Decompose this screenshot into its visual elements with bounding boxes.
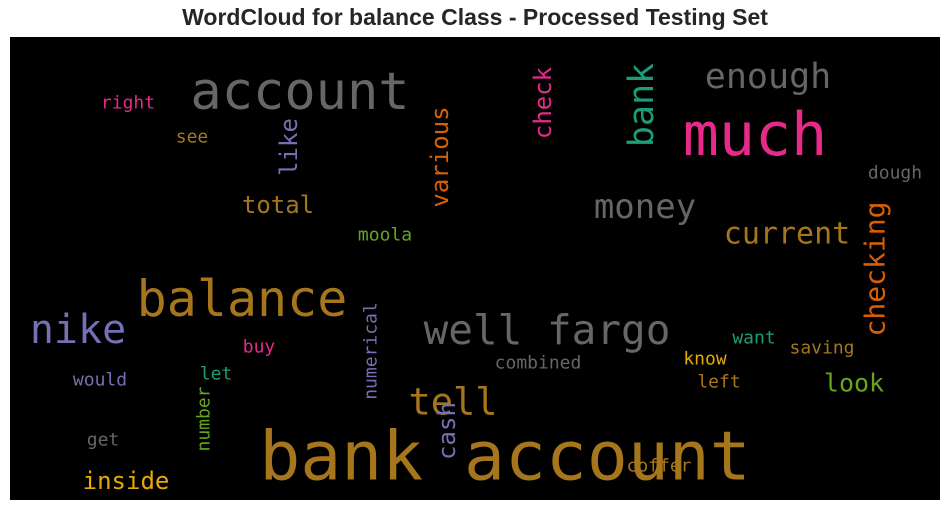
word-dough: dough (868, 163, 922, 184)
word-numerical: numerical (361, 302, 382, 400)
wordcloud-canvas: bank account account much balance well fargo… (10, 37, 940, 500)
word-enough: enough (705, 57, 831, 97)
word-combined: combined (495, 353, 582, 374)
wordcloud-svg: bank account account much balance well fargo… (30, 57, 922, 497)
word-balance: balance (137, 270, 348, 328)
word-money: money (594, 187, 696, 227)
word-bank: bank (622, 63, 662, 147)
chart-title: WordCloud for balance Class - Processed … (182, 4, 768, 30)
word-account: account (190, 62, 409, 122)
word-let: let (200, 364, 233, 385)
word-right: right (101, 93, 155, 114)
word-current: current (724, 217, 850, 252)
word-check: check (529, 66, 557, 139)
word-number: number (194, 386, 215, 451)
word-look: look (824, 369, 884, 398)
word-well-fargo: well fargo (424, 306, 671, 354)
word-would: would (73, 370, 127, 391)
word-moola: moola (358, 225, 412, 246)
word-like: like (275, 118, 303, 176)
word-nike: nike (30, 307, 126, 353)
word-see: see (176, 127, 209, 148)
word-know: know (683, 349, 727, 370)
word-cash: cash (433, 402, 461, 460)
word-checking: checking (859, 202, 892, 337)
word-various: various (426, 106, 454, 207)
word-bank-account: bank account (259, 418, 750, 497)
word-much: much (683, 100, 828, 170)
word-left: left (697, 372, 740, 393)
word-inside: inside (83, 467, 170, 495)
word-tell: tell (408, 381, 497, 424)
word-want: want (732, 328, 775, 349)
word-total: total (242, 191, 314, 219)
word-buy: buy (243, 337, 276, 358)
word-get: get (87, 430, 120, 451)
word-saving: saving (789, 338, 854, 359)
word-coffer: coffer (626, 456, 691, 477)
